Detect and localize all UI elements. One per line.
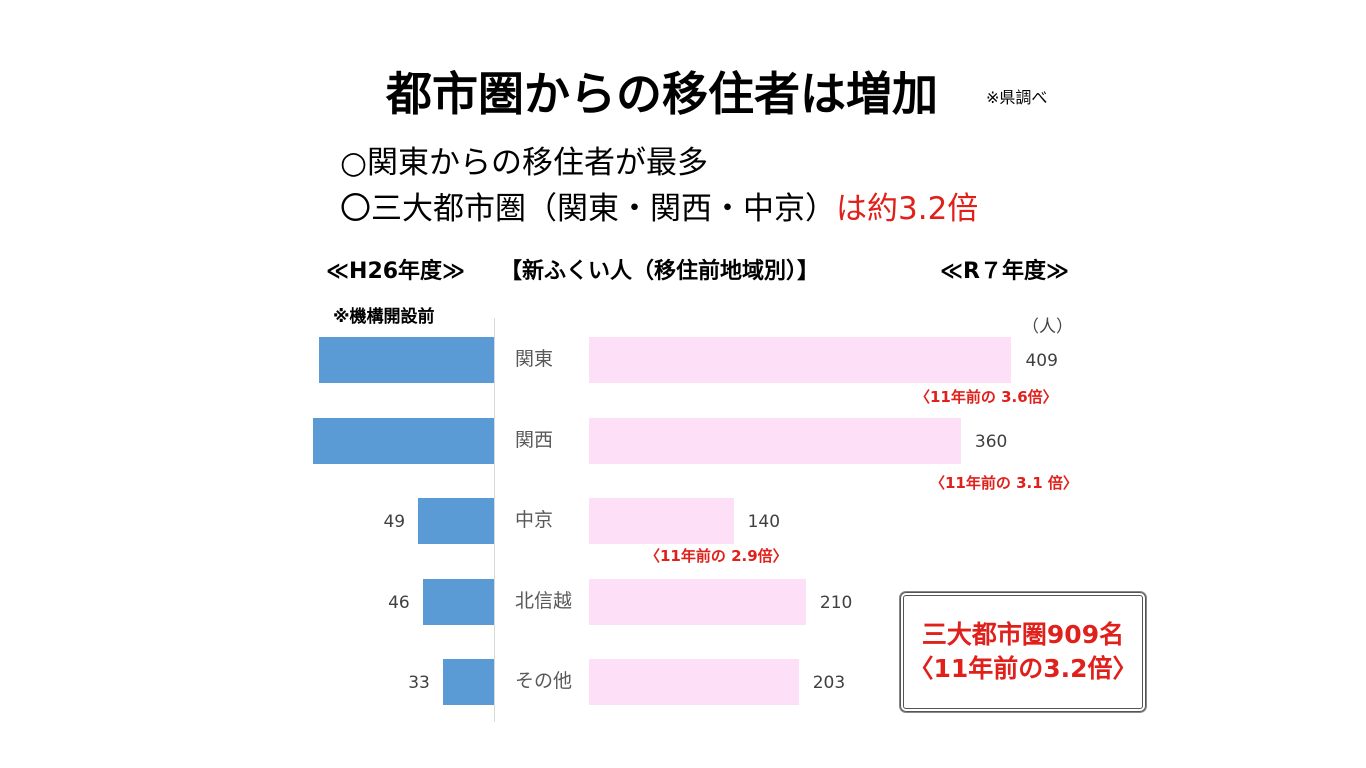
page-title: 都市圏からの移住者は増加	[386, 67, 938, 121]
value-label-h26-2: 49	[383, 512, 406, 532]
right-era-label: ≪R７年度≫	[940, 259, 1070, 284]
bar-r7-1	[589, 417, 961, 464]
bar-h26-4	[442, 659, 494, 705]
left-note: ※機構開設前	[333, 307, 435, 327]
axis-line	[494, 318, 495, 722]
category-label-3: 北信越	[515, 589, 573, 612]
category-label-4: その他	[515, 670, 573, 692]
bar-h26-3	[422, 578, 494, 625]
unit-label: （人）	[1022, 317, 1073, 337]
bar-r7-0	[589, 337, 1012, 383]
bar-r7-3	[589, 578, 806, 625]
bullet-three-metro-text: 〇三大都市圏（関東・関西・中京）	[340, 191, 836, 227]
value-label-h26-4: 33	[408, 673, 430, 693]
value-label-r7-0: 409	[1025, 351, 1058, 371]
summary-line2: 〈11年前の3.2倍〉	[908, 654, 1138, 683]
bullet-three-metro-ratio: は約3.2倍	[836, 191, 979, 227]
growth-annotation-2: 〈11年前の 2.9倍〉	[645, 547, 788, 565]
value-label-h26-3: 46	[388, 592, 410, 613]
growth-annotation-0: 〈11年前の 3.6倍〉	[915, 388, 1058, 406]
value-label-r7-2: 140	[747, 512, 781, 532]
category-label-0: 関東	[515, 348, 554, 370]
category-label-1: 関西	[515, 428, 554, 451]
value-label-r7-4: 203	[812, 673, 846, 693]
value-label-r7-1: 360	[974, 431, 1008, 452]
bar-h26-0	[318, 337, 494, 383]
bar-r7-4	[589, 659, 799, 705]
category-label-2: 中京	[515, 509, 554, 531]
bar-h26-2	[418, 498, 494, 544]
growth-annotation-1: 〈11年前の 3.1 倍〉	[930, 474, 1078, 492]
bar-h26-1	[312, 417, 494, 464]
bullet-three-metro: 〇三大都市圏（関東・関西・中京）は約3.2倍	[340, 183, 978, 228]
source-note: ※県調べ	[986, 88, 1048, 107]
left-era-label: ≪H26年度≫	[326, 259, 466, 284]
value-label-r7-3: 210	[819, 592, 853, 613]
bullet-kanto-most: ○関東からの移住者が最多	[340, 145, 709, 181]
summary-line1: 三大都市圏909名	[921, 620, 1125, 649]
chart-heading: 【新ふくい人（移住前地域別）】	[500, 259, 820, 284]
summary-box: 三大都市圏909名 〈11年前の3.2倍〉	[900, 592, 1146, 712]
bar-r7-2	[589, 498, 734, 544]
